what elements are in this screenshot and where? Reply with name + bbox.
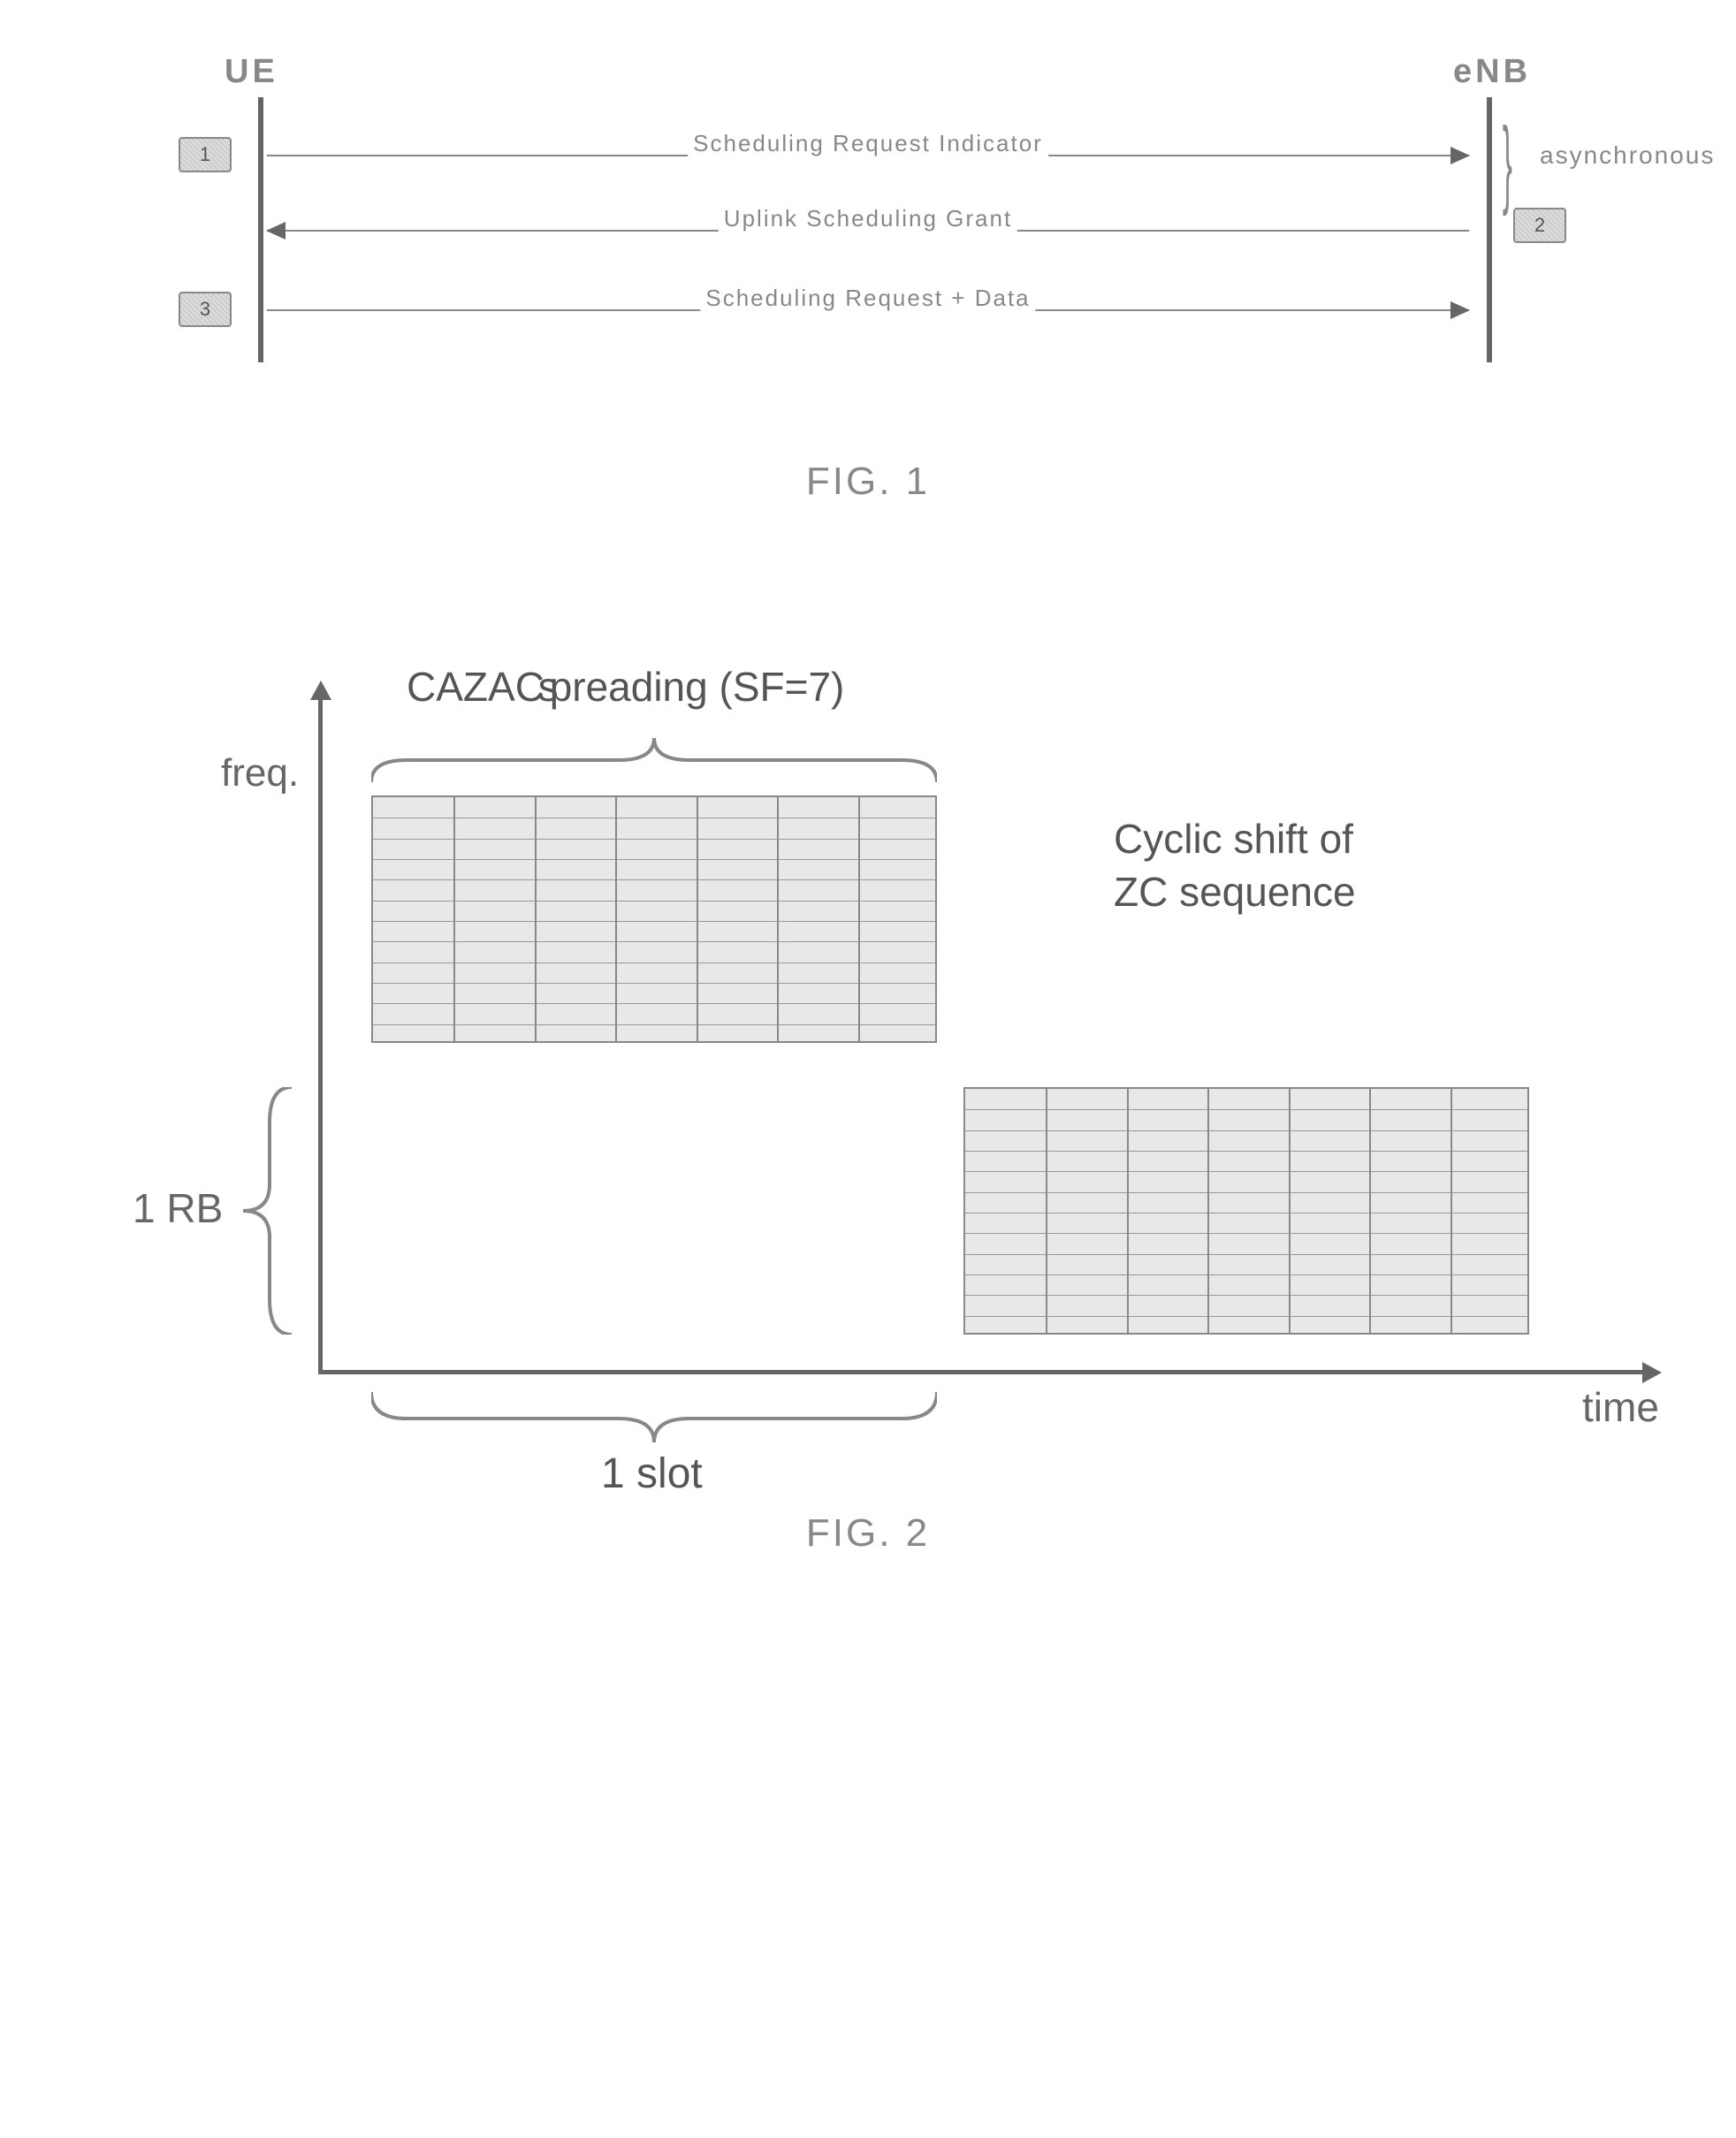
slot-label: 1 slot (601, 1449, 703, 1498)
step-2-num: 2 (1534, 214, 1545, 237)
time-axis-label: time (1582, 1383, 1659, 1431)
enb-label: eNB (1453, 53, 1531, 91)
step-3-num: 3 (200, 298, 210, 321)
x-axis (318, 1370, 1644, 1374)
resource-grid-1 (371, 795, 937, 1043)
rb-brace-icon (230, 1087, 301, 1335)
cyclic-shift-label: Cyclic shift of ZC sequence (1114, 813, 1356, 919)
top-brace-icon (371, 734, 937, 787)
freq-axis-label: freq. (221, 751, 299, 795)
figure-1: UE eNB 1 3 2 Scheduling Request Indicato… (161, 53, 1575, 407)
async-label: asynchronous (1540, 141, 1715, 170)
fig1-caption: FIG. 1 (35, 460, 1701, 504)
step-2-box: 2 (1513, 208, 1566, 243)
msg-1-label: Scheduling Request Indicator (688, 130, 1048, 157)
msg-3-label: Scheduling Request + Data (700, 285, 1035, 312)
fig2-caption: FIG. 2 (35, 1511, 1701, 1556)
slot-brace-icon (371, 1388, 937, 1449)
msg-1-arrow: Scheduling Request Indicator (267, 155, 1469, 156)
cyclic-l2: ZC sequence (1114, 869, 1356, 915)
cazac-text: CAZAC spreading (SF=7) (407, 664, 844, 710)
enb-lifeline (1487, 97, 1492, 362)
msg-2-arrow: Uplink Scheduling Grant (267, 230, 1469, 232)
y-axis (318, 698, 323, 1370)
ue-label: UE (225, 53, 278, 91)
async-brace-icon: } (1503, 106, 1512, 218)
ue-lifeline (258, 97, 263, 362)
cyclic-l1: Cyclic shift of (1114, 816, 1353, 862)
step-3-box: 3 (179, 292, 232, 327)
step-1-box: 1 (179, 137, 232, 172)
msg-2-label: Uplink Scheduling Grant (719, 205, 1017, 232)
msg-3-arrow: Scheduling Request + Data (267, 309, 1469, 311)
arrow-left-icon (266, 222, 286, 240)
step-1-num: 1 (200, 143, 210, 166)
arrow-right-icon (1450, 147, 1470, 164)
arrow-right-icon (1450, 301, 1470, 319)
rb-label: 1 RB (133, 1184, 223, 1232)
figure-2: CAZAC spreading (SF=7) freq. Cyclic shif… (212, 681, 1715, 1476)
resource-grid-2 (963, 1087, 1529, 1335)
cazac-label: CAZAC spreading (SF=7) (407, 663, 844, 711)
